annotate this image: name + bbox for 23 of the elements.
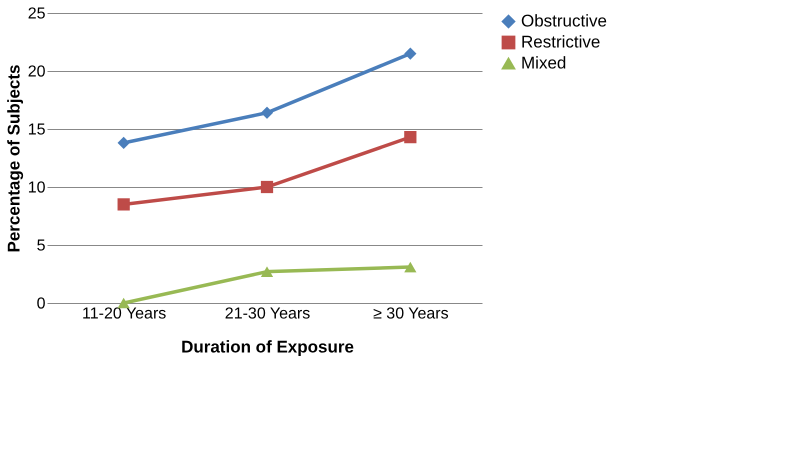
point — [260, 266, 274, 277]
x-tick-label: ≥ 30 Years — [373, 306, 449, 322]
y-axis-title: Percentage of Subjects — [4, 64, 24, 253]
y-tick-label: 20 — [28, 64, 46, 80]
point — [260, 106, 274, 119]
x-tick-label: 11-20 Years — [82, 306, 166, 322]
y-tick-label: 0 — [36, 296, 46, 312]
point — [118, 298, 130, 308]
y-tick-label: 15 — [28, 122, 46, 138]
y-tick-label: 25 — [28, 6, 46, 22]
point — [404, 262, 416, 272]
x-axis-title: Duration of Exposure — [181, 338, 354, 356]
y-tick-label: 10 — [28, 180, 46, 196]
point — [404, 47, 416, 60]
y-tick-label: 5 — [36, 238, 46, 254]
legend-label: Obstructive — [521, 12, 607, 30]
legend-label: Restrictive — [521, 32, 600, 52]
point — [260, 180, 274, 194]
point — [118, 198, 130, 211]
x-tick-label: 21-30 Years — [224, 306, 310, 322]
point — [118, 136, 130, 150]
point — [404, 130, 416, 144]
legend-label: Mixed — [521, 54, 566, 72]
